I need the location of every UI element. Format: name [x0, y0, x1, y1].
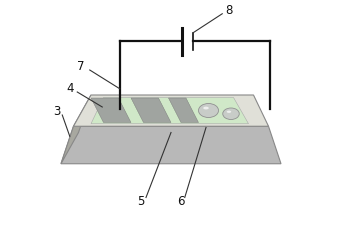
Ellipse shape	[223, 108, 239, 120]
Ellipse shape	[203, 107, 209, 110]
Polygon shape	[74, 95, 269, 126]
Polygon shape	[61, 95, 91, 164]
Text: 8: 8	[225, 4, 232, 16]
Ellipse shape	[227, 110, 231, 113]
Text: 7: 7	[77, 60, 85, 73]
Polygon shape	[169, 98, 198, 122]
Text: 3: 3	[53, 105, 61, 118]
Ellipse shape	[198, 104, 219, 118]
Text: 5: 5	[137, 195, 145, 208]
Polygon shape	[61, 126, 281, 164]
Polygon shape	[91, 98, 131, 122]
Polygon shape	[131, 98, 171, 122]
Polygon shape	[91, 98, 248, 124]
Text: 6: 6	[177, 195, 185, 208]
Text: 4: 4	[66, 82, 74, 95]
